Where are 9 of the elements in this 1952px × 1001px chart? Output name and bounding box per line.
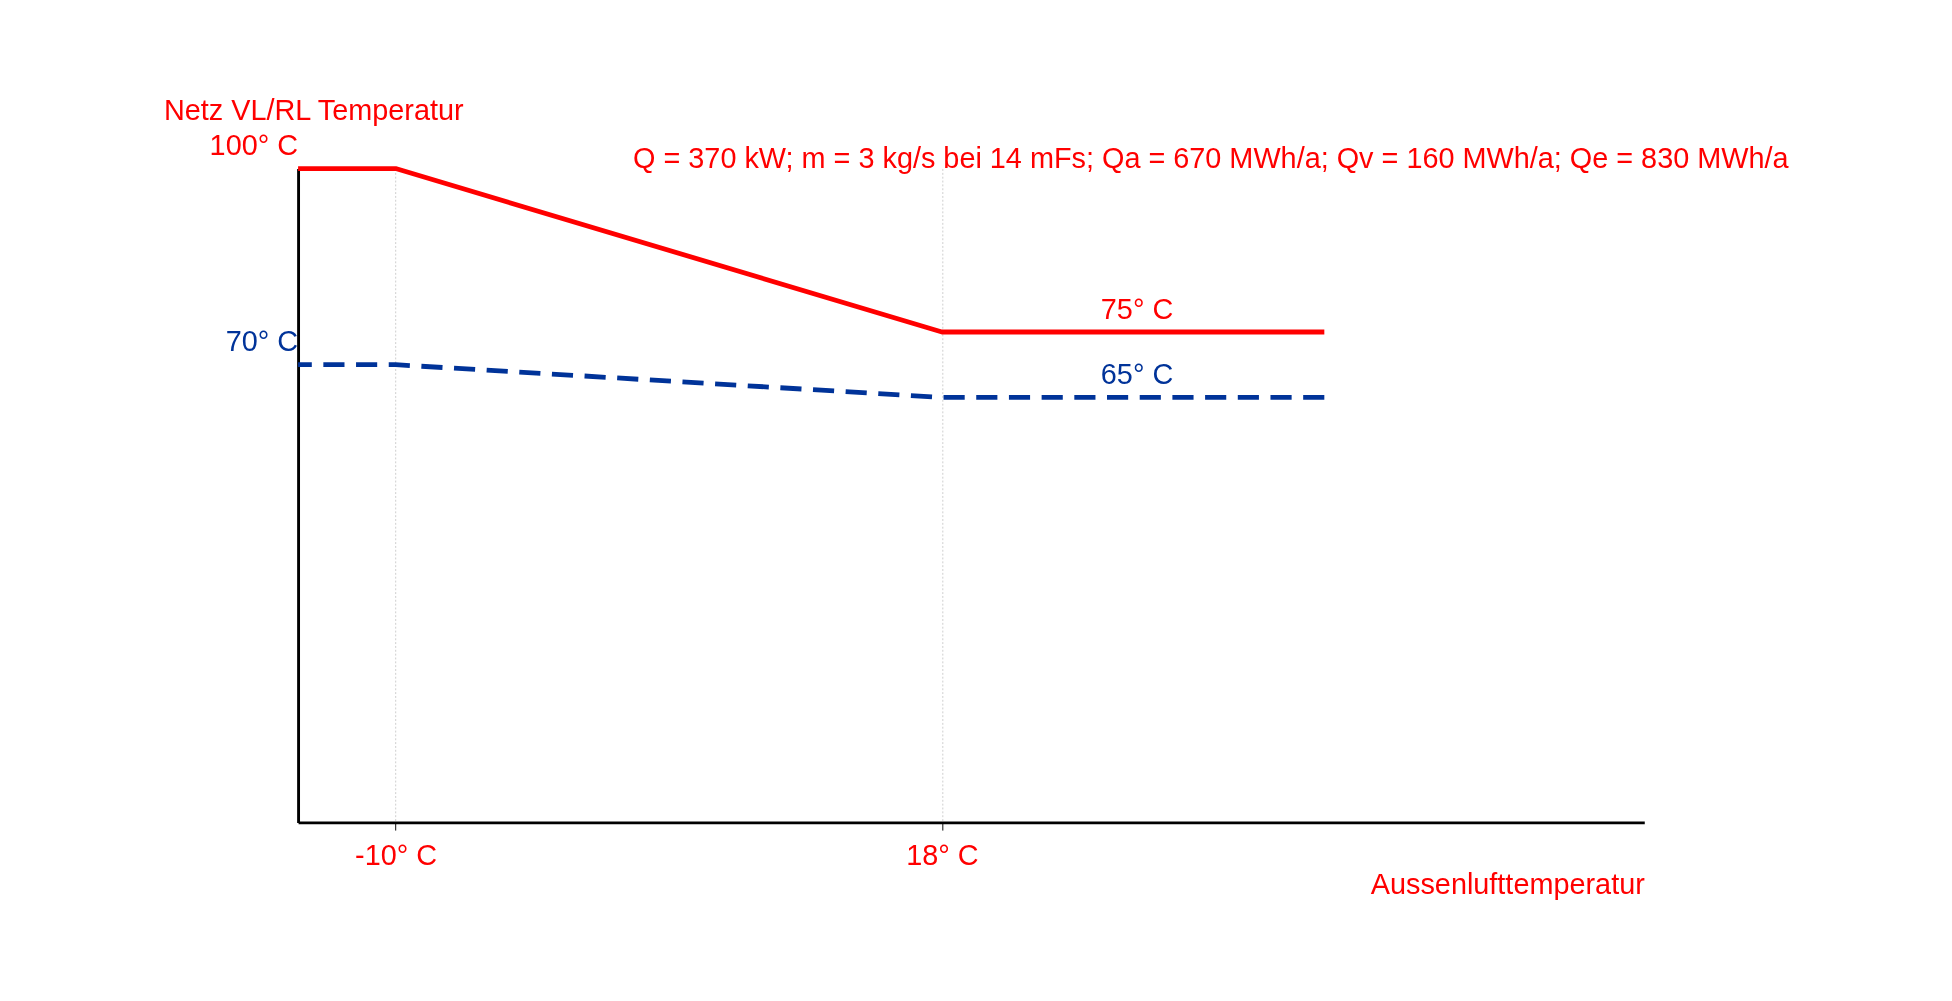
data-label: 65° C xyxy=(1100,357,1174,390)
x-tick-label: 18° C xyxy=(906,839,979,872)
x-tick-label: -10° C xyxy=(355,839,438,872)
data-label: 100° C xyxy=(209,129,299,162)
annotation: Q = 370 kW; m = 3 kg/s bei 14 mFs; Qa = 670 MWh/a; Qv = 160 MWh/a; Qe = 830 MWh/a xyxy=(633,141,1790,174)
data-label: 70° C xyxy=(225,325,299,358)
data-label: 75° C xyxy=(1100,292,1174,325)
y-axis-title: Netz VL/RL Temperatur xyxy=(163,93,464,126)
x-axis-title: Aussenlufttemperatur xyxy=(1370,868,1646,901)
